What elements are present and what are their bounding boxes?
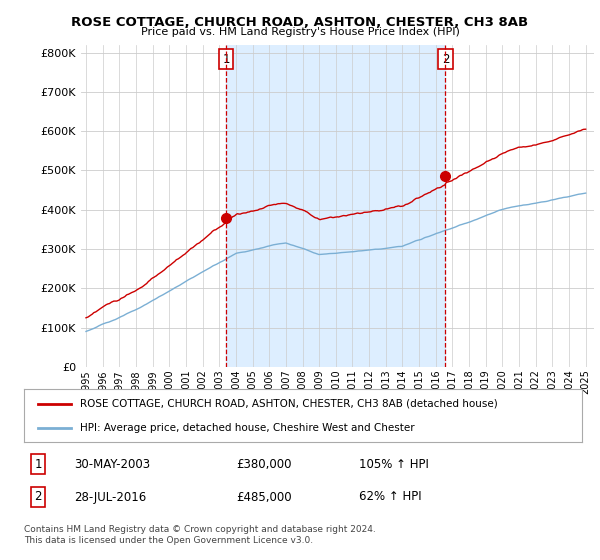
Text: 2: 2 — [442, 53, 449, 66]
Text: 1: 1 — [34, 458, 42, 470]
Text: HPI: Average price, detached house, Cheshire West and Chester: HPI: Average price, detached house, Ches… — [80, 423, 415, 433]
Bar — [226, 45, 445, 367]
Text: ROSE COTTAGE, CHURCH ROAD, ASHTON, CHESTER, CH3 8AB: ROSE COTTAGE, CHURCH ROAD, ASHTON, CHEST… — [71, 16, 529, 29]
Text: ROSE COTTAGE, CHURCH ROAD, ASHTON, CHESTER, CH3 8AB (detached house): ROSE COTTAGE, CHURCH ROAD, ASHTON, CHEST… — [80, 399, 497, 409]
Text: 30-MAY-2003: 30-MAY-2003 — [74, 458, 151, 470]
Text: Price paid vs. HM Land Registry's House Price Index (HPI): Price paid vs. HM Land Registry's House … — [140, 27, 460, 37]
Text: 2: 2 — [34, 491, 42, 503]
Text: Contains HM Land Registry data © Crown copyright and database right 2024.
This d: Contains HM Land Registry data © Crown c… — [24, 525, 376, 545]
Text: 105% ↑ HPI: 105% ↑ HPI — [359, 458, 428, 470]
Text: 1: 1 — [223, 53, 230, 66]
Text: £380,000: £380,000 — [236, 458, 292, 470]
Text: 62% ↑ HPI: 62% ↑ HPI — [359, 491, 421, 503]
Text: £485,000: £485,000 — [236, 491, 292, 503]
Text: 28-JUL-2016: 28-JUL-2016 — [74, 491, 146, 503]
